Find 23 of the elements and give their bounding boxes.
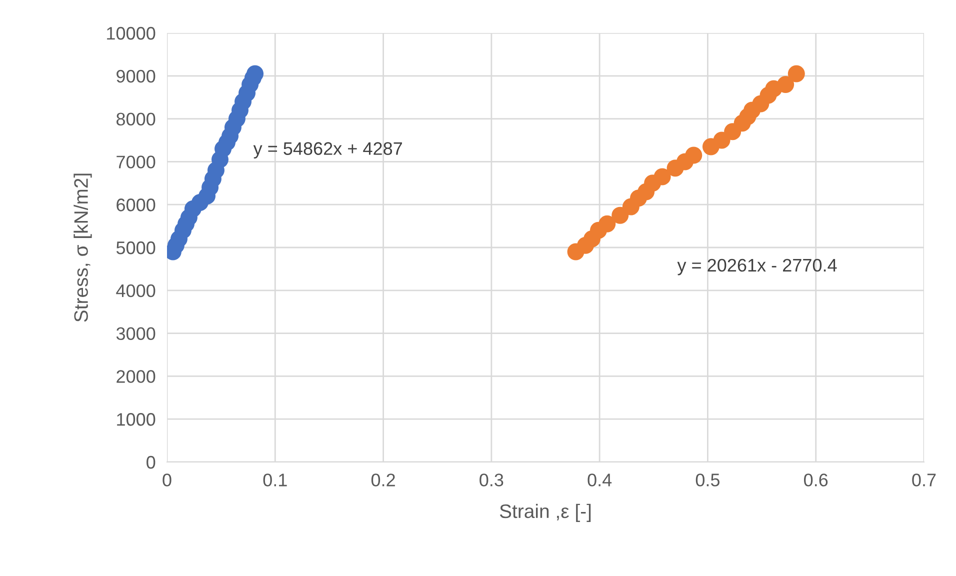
- y-tick-label: 10000: [107, 26, 156, 40]
- y-tick-label: 8000: [116, 112, 156, 126]
- annotation: y = 20261x - 2770.4: [677, 258, 837, 276]
- x-tick-label: 0.5: [696, 474, 720, 486]
- x-tick-label: 0.2: [371, 474, 395, 486]
- x-tick-label: 0.3: [480, 474, 504, 486]
- y-tick-label: 6000: [116, 198, 156, 212]
- y-axis-title: Stress, σ [kN/m2]: [74, 174, 92, 322]
- y-tick-label: 1000: [117, 413, 156, 426]
- y-tick-label: 4000: [116, 284, 156, 298]
- x-tick-label: 0.4: [588, 474, 612, 486]
- y-tick-label: 0: [146, 456, 156, 469]
- x-axis-title: Strain ,ε [-]: [500, 504, 591, 522]
- x-tick-label: 0.6: [804, 474, 828, 486]
- x-tick-label: 0.7: [912, 474, 936, 486]
- y-tick-label: 3000: [116, 327, 156, 340]
- y-tick-label: 7000: [116, 156, 156, 168]
- y-tick-label: 2000: [116, 370, 156, 383]
- y-tick-label: 5000: [116, 241, 156, 254]
- x-tick-label: 0.1: [263, 474, 287, 486]
- y-tick-label: 9000: [116, 70, 156, 83]
- annotation: y = 54862x + 4287: [253, 142, 402, 159]
- x-tick-label: 0: [162, 474, 172, 486]
